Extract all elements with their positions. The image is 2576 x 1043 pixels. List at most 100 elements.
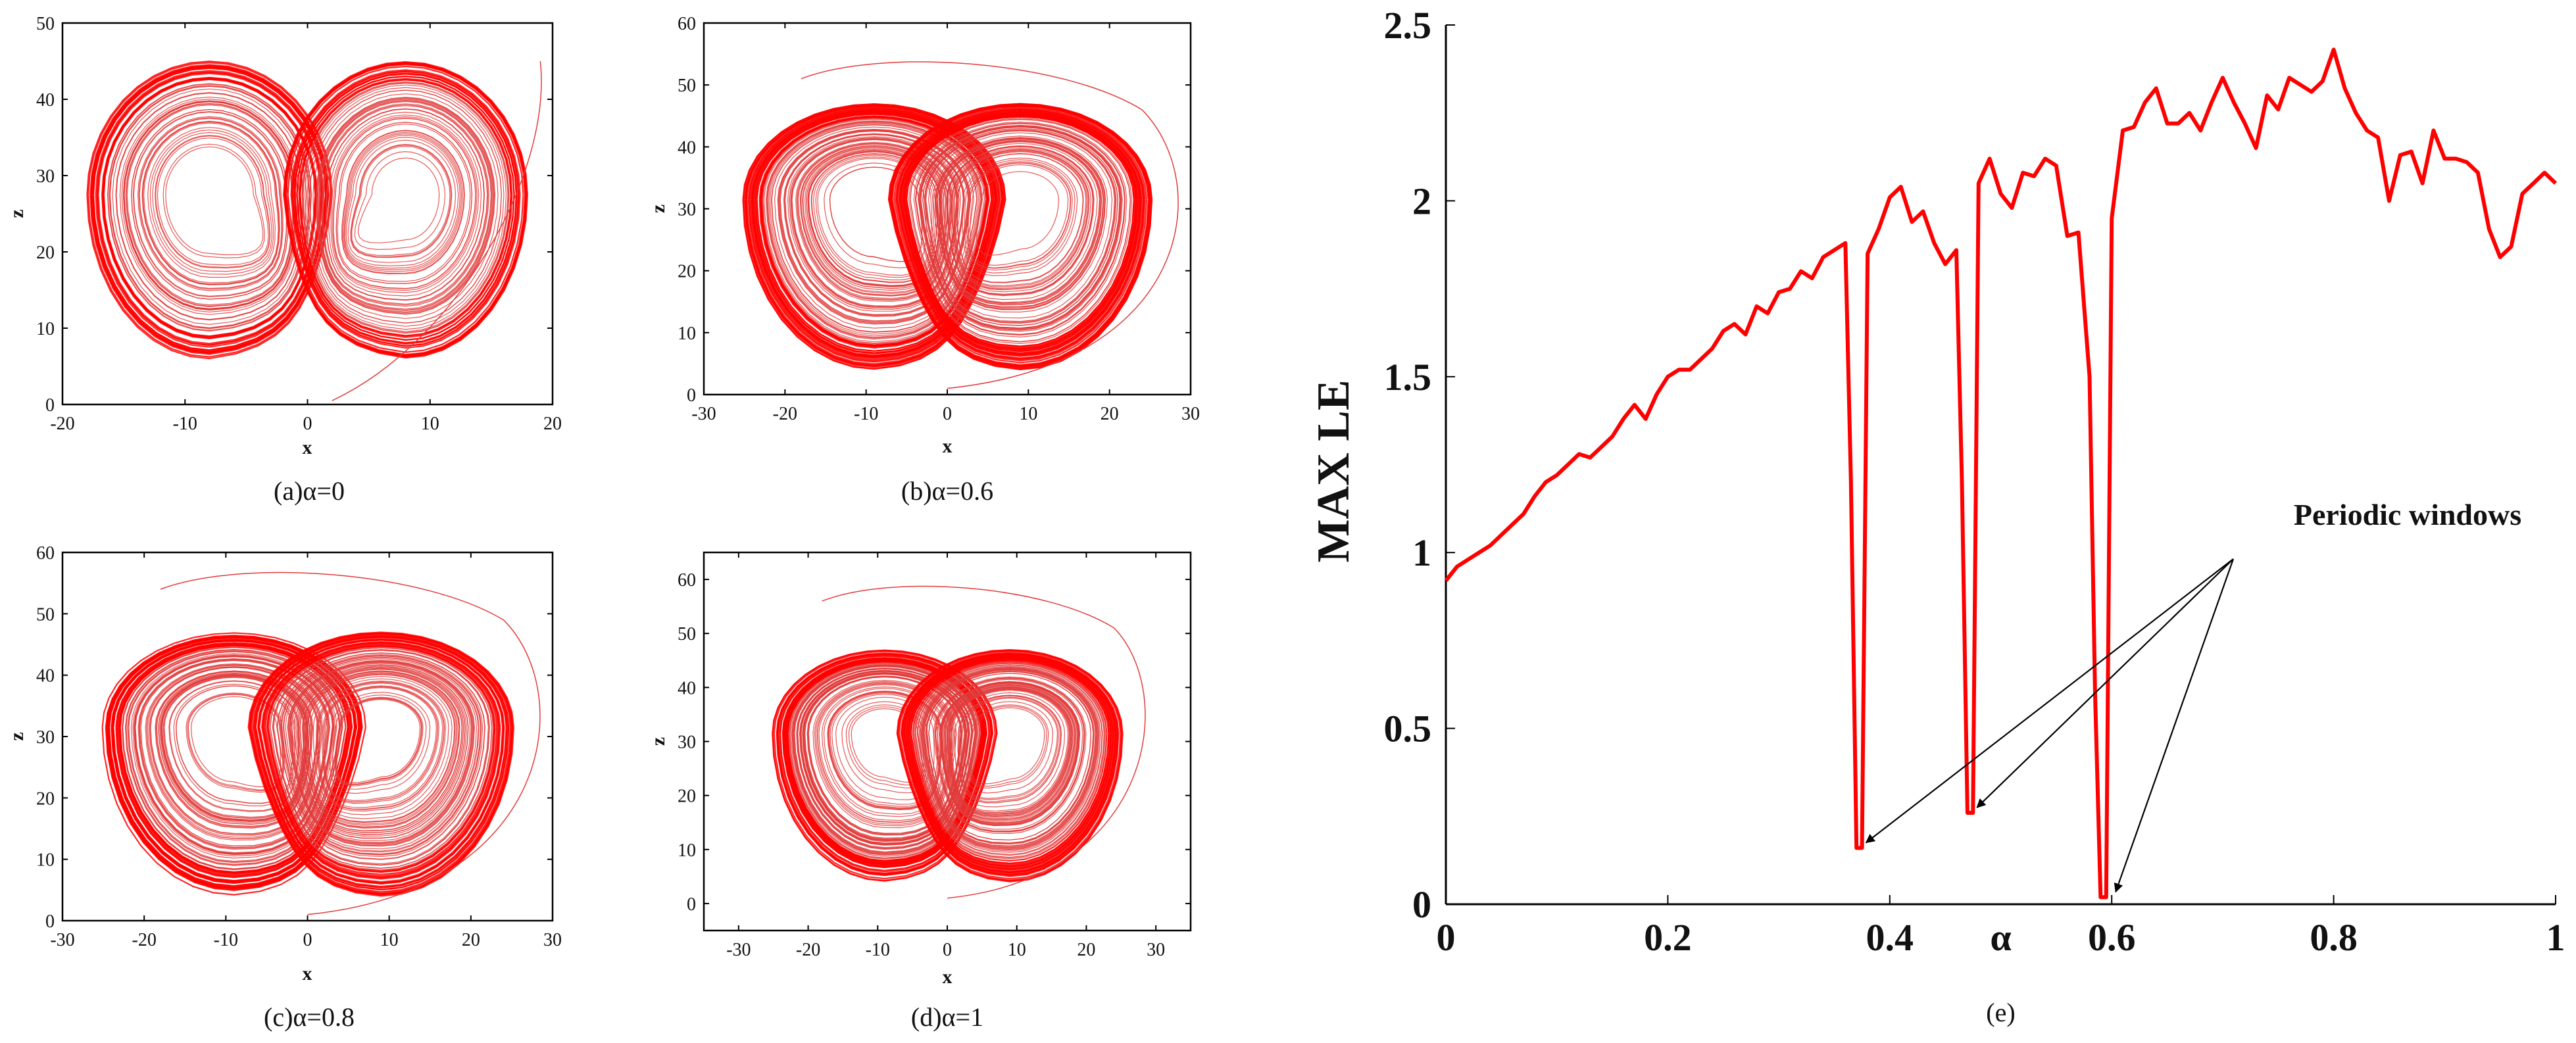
phase-trajectory: [101, 571, 541, 915]
x-tick-label: 10: [380, 930, 399, 950]
x-tick-label: -30: [691, 404, 716, 424]
y-tick-label: 30: [36, 727, 55, 748]
y-tick-label: 40: [678, 137, 696, 158]
x-tick-label: -20: [773, 404, 797, 424]
x-tick-label: 0: [943, 940, 952, 960]
x-tick-label: 0.2: [1644, 916, 1692, 959]
x-axis-label: x: [303, 963, 312, 984]
phase-trajectory: [772, 585, 1146, 899]
y-tick-label: 2: [1412, 180, 1431, 222]
y-tick-label: 50: [36, 14, 55, 34]
stray-orbit: [160, 571, 541, 915]
x-axis-label: α: [1990, 916, 2011, 959]
annotation-text: Periodic windows: [2294, 498, 2521, 531]
y-tick-label: 0: [45, 911, 55, 932]
y-tick-label: 20: [36, 243, 55, 263]
x-tick-label: 10: [1008, 940, 1026, 960]
y-tick-label: 60: [36, 543, 55, 564]
annotation-arrow: [1976, 558, 2234, 808]
y-tick-label: 0: [687, 894, 696, 915]
fixed-point-hole: [389, 183, 410, 206]
x-tick-label: -10: [854, 404, 878, 424]
y-tick-label: 40: [678, 678, 696, 698]
x-axis-label: x: [943, 966, 953, 988]
x-tick-label: 20: [543, 414, 562, 434]
panel-caption: (d)α=1: [911, 1002, 983, 1032]
y-tick-label: 10: [678, 324, 696, 344]
y-tick-label: 20: [36, 788, 55, 809]
x-tick-label: 0: [943, 404, 952, 424]
x-tick-label: 0: [303, 414, 312, 434]
panel-b: -30 -20 -10 0 10 20 30 0 10 20 30 40 50 60 x z (b)α=0.6: [647, 14, 1200, 506]
panel-d: -30 -20 -10 0 10 20 30 0 10 20 30 40 50 60 x z (d)α=1: [647, 551, 1192, 1032]
x-tick-label: -10: [214, 930, 238, 950]
y-tick-label: 40: [36, 90, 55, 110]
y-tick-label: 20: [678, 262, 696, 282]
x-tick-label: 20: [1077, 940, 1095, 960]
panel-caption: (b)α=0.6: [901, 476, 993, 506]
y-tick-label: 30: [36, 166, 55, 187]
y-tick-label: 0: [45, 395, 55, 416]
y-tick-label: 20: [678, 787, 696, 807]
x-tick-label: 0.6: [2088, 916, 2136, 959]
x-axis-label: x: [943, 435, 953, 457]
annotation-arrow: [1865, 558, 2234, 844]
stray-orbit: [801, 61, 1179, 389]
stray-orbit: [822, 585, 1146, 899]
x-tick-label: 10: [421, 414, 439, 434]
series-points: [1445, 49, 2556, 898]
y-tick-label: 1: [1412, 531, 1431, 574]
x-tick-label: 30: [1181, 404, 1200, 424]
y-axis-label: MAX LE: [1308, 379, 1359, 562]
panel-caption: (a)α=0: [274, 476, 345, 506]
y-tick-label: 10: [36, 850, 55, 871]
panel-caption: (e): [1986, 998, 2015, 1027]
series-line-max-le: [1444, 47, 2558, 900]
phase-trajectory: [86, 61, 542, 401]
panel-c: -30 -20 -10 0 10 20 30 0 10 20 30 40 50 60 x z (c)α=0.8: [6, 543, 562, 1032]
x-tick-label: -20: [132, 930, 157, 950]
y-tick-label: 1.5: [1384, 356, 1432, 399]
y-tick-label: 0: [687, 385, 696, 406]
x-tick-label: -20: [796, 940, 820, 960]
y-tick-label: 50: [678, 624, 696, 644]
y-tick-label: 60: [678, 570, 696, 591]
x-tick-label: -30: [50, 930, 74, 950]
x-tick-label: 0: [303, 930, 312, 950]
annotation-arrow: [2114, 558, 2235, 893]
y-tick-label: 50: [678, 76, 696, 96]
x-tick-label: -10: [173, 414, 197, 434]
x-tick-label: 10: [1019, 404, 1037, 424]
panel-a: -20 -10 0 10 20 0 10 20 30 40 50 x z (a)α=0: [6, 14, 562, 506]
y-tick-label: 60: [678, 14, 696, 34]
panel-caption: (c)α=0.8: [264, 1002, 355, 1032]
x-tick-label: -20: [50, 414, 74, 434]
y-axis-label: z: [6, 732, 28, 740]
x-tick-label: -10: [866, 940, 890, 960]
x-tick-label: 30: [1147, 940, 1165, 960]
x-tick-label: 30: [543, 930, 562, 950]
x-tick-label: 0.4: [1866, 916, 1914, 959]
x-tick-label: 20: [1101, 404, 1119, 424]
x-tick-label: 1: [2546, 916, 2565, 959]
x-tick-label: -30: [726, 940, 751, 960]
x-tick-label: 20: [462, 930, 480, 950]
y-tick-label: 30: [678, 200, 696, 220]
plot-frame: [61, 22, 554, 406]
y-tick-label: 2.5: [1384, 4, 1432, 47]
stray-orbit: [332, 61, 542, 401]
x-axis-label: x: [303, 437, 312, 458]
y-axis-label: z: [647, 737, 669, 746]
phase-trajectory: [742, 61, 1179, 389]
y-tick-label: 0: [1412, 883, 1431, 926]
y-axis-label: z: [6, 209, 28, 218]
y-tick-label: 40: [36, 666, 55, 687]
x-tick-label: 0: [1437, 916, 1456, 959]
y-tick-label: 30: [678, 733, 696, 753]
y-axis-label: z: [647, 205, 669, 213]
y-tick-label: 50: [36, 604, 55, 625]
y-tick-label: 10: [678, 840, 696, 861]
y-tick-label: 10: [36, 319, 55, 339]
x-tick-label: 0.8: [2310, 916, 2358, 959]
